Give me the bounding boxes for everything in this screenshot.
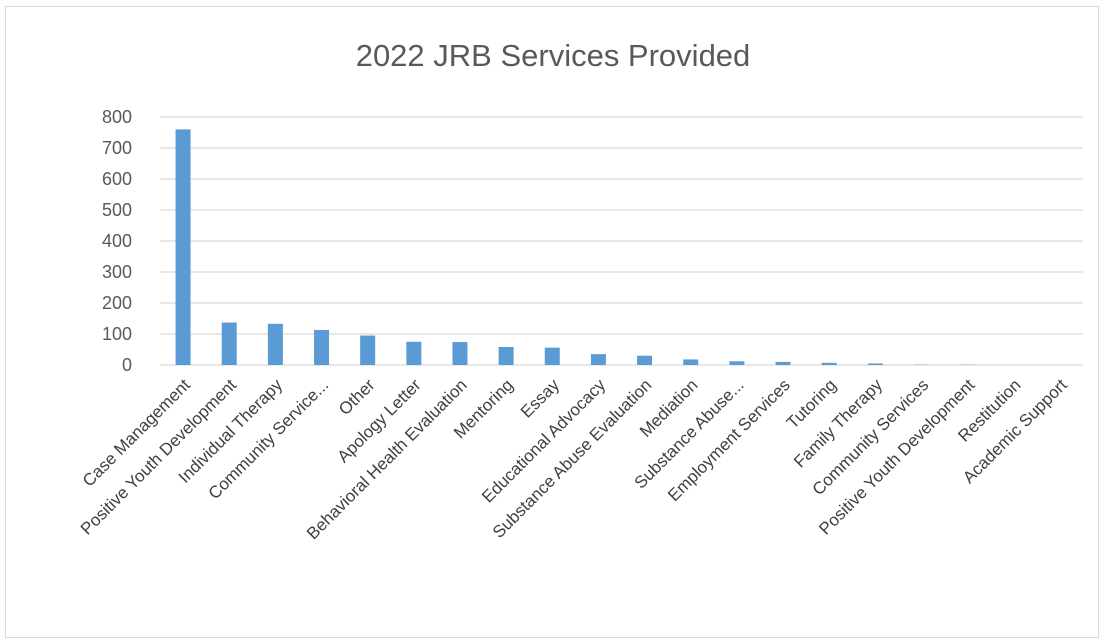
bar: [729, 361, 745, 365]
x-category-label: Other: [335, 375, 379, 419]
bar: [544, 347, 560, 365]
bar: [590, 354, 606, 365]
bar: [360, 335, 376, 365]
y-tick-label: 500: [102, 200, 132, 220]
bar: [175, 129, 191, 365]
y-tick-label: 400: [102, 231, 132, 251]
bar: [267, 323, 283, 365]
gridlines: [160, 116, 1083, 366]
bar: [683, 359, 699, 365]
bar: [821, 362, 837, 365]
y-axis-labels: 0 100 200 300 400 500 600 700 800: [102, 107, 132, 375]
bar: [637, 355, 653, 365]
bar: [406, 341, 422, 365]
bar: [775, 361, 791, 365]
y-tick-label: 100: [102, 324, 132, 344]
chart-title: 2022 JRB Services Provided: [355, 38, 751, 73]
bar: [221, 322, 237, 365]
bar: [314, 329, 330, 365]
y-tick-label: 800: [102, 107, 132, 127]
y-tick-label: 600: [102, 169, 132, 189]
bars: [175, 129, 976, 365]
bar: [498, 347, 514, 365]
y-tick-label: 300: [102, 262, 132, 282]
y-tick-label: 700: [102, 138, 132, 158]
y-tick-label: 200: [102, 293, 132, 313]
y-tick-label: 0: [122, 355, 132, 375]
bar: [452, 342, 468, 365]
bar: [867, 363, 883, 365]
